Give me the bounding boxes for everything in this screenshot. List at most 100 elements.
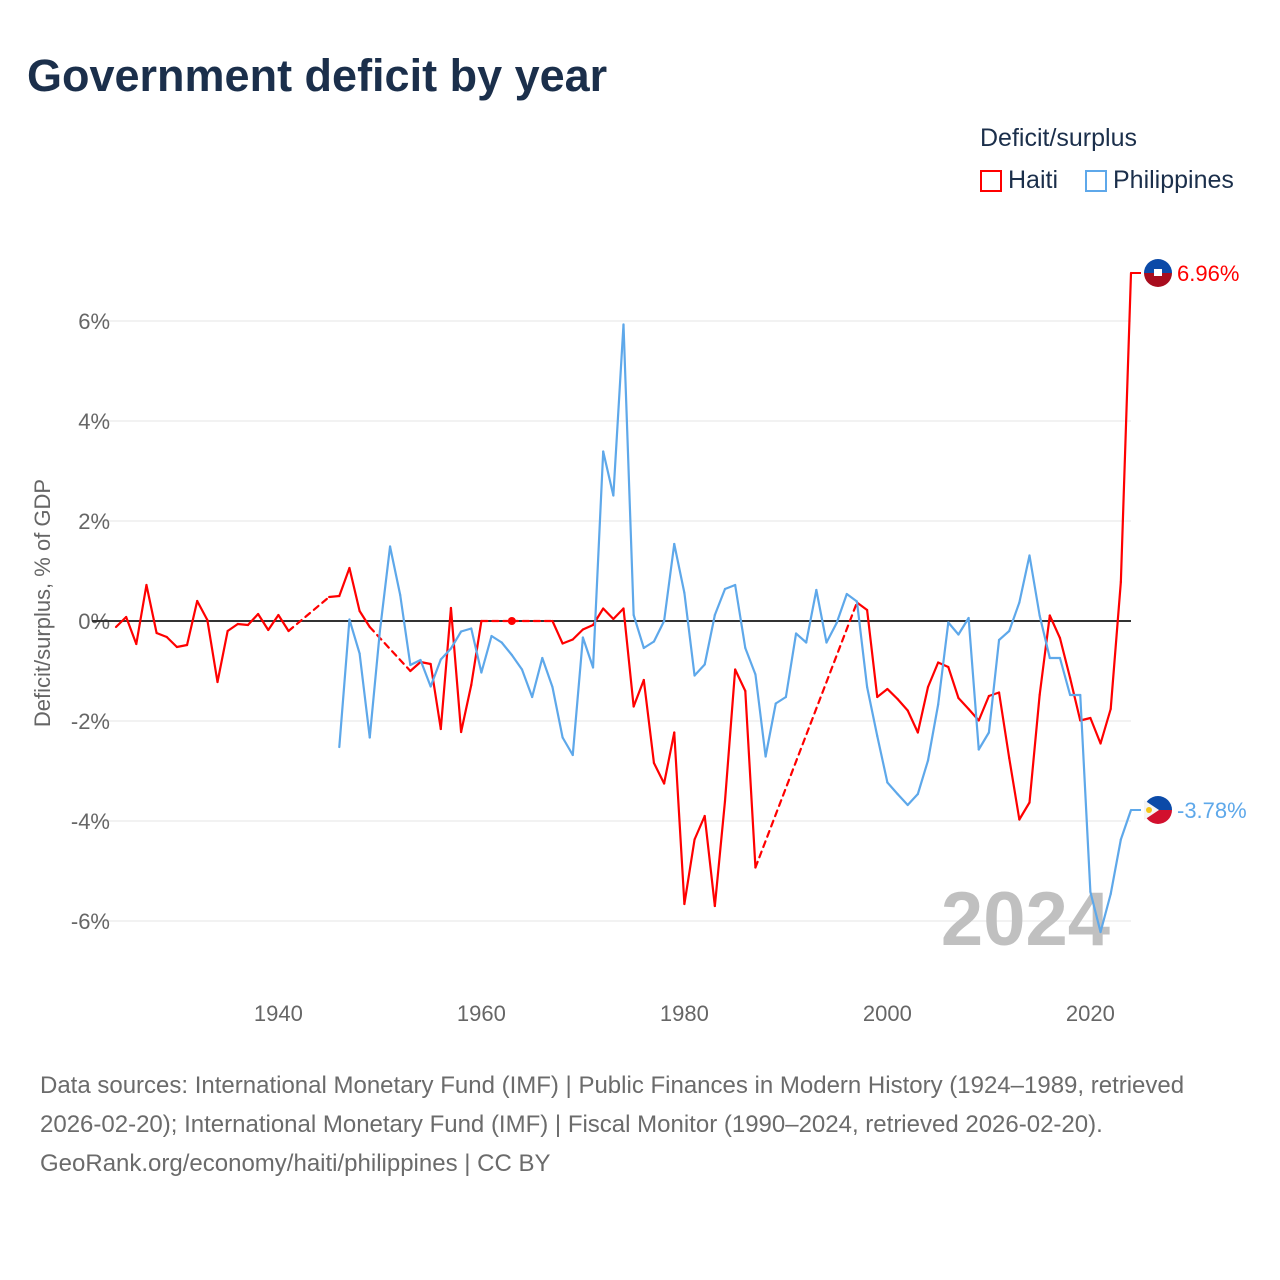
series-segment-philippines xyxy=(490,634,503,644)
series-segment-philippines xyxy=(581,636,595,669)
end-value-label-haiti: 6.96% xyxy=(1177,261,1239,286)
series-segment-haiti xyxy=(216,629,229,684)
series-segment-philippines xyxy=(754,673,767,758)
series-segment-philippines xyxy=(470,627,483,674)
legend-item-haiti[interactable]: Haiti xyxy=(980,166,1058,195)
series-segment-haiti xyxy=(1099,707,1112,745)
x-tick-label: 2000 xyxy=(863,1001,912,1026)
series-segment-philippines xyxy=(723,583,737,591)
series-segment-philippines xyxy=(957,616,970,636)
y-tick-label: -6% xyxy=(71,909,110,934)
series-segment-haiti xyxy=(135,583,148,646)
year-watermark: 2024 xyxy=(941,877,1110,962)
series-segment-haiti xyxy=(642,678,656,765)
series-segment-philippines xyxy=(825,621,838,644)
series-segment-haiti xyxy=(571,628,585,641)
series-segment-haiti xyxy=(602,607,615,621)
series-segment-philippines xyxy=(937,621,950,706)
series-segment-haiti xyxy=(916,685,930,734)
series-segment-haiti xyxy=(551,619,564,645)
series-segment-haiti xyxy=(662,731,676,785)
x-tick-label: 1980 xyxy=(660,1001,709,1026)
legend-title: Deficit/surplus xyxy=(980,124,1137,152)
series-segment-haiti xyxy=(439,606,453,731)
series-segment-philippines xyxy=(571,636,585,757)
series-segment-philippines xyxy=(449,630,463,650)
series-segment-haiti xyxy=(1089,716,1102,745)
series-segment-haiti xyxy=(906,709,919,734)
x-tick-label: 1940 xyxy=(254,1001,303,1026)
credit-link[interactable]: GeoRank.org/economy/haiti/philippines | … xyxy=(40,1150,551,1177)
series-segment-haiti xyxy=(185,599,199,647)
y-tick-label: 2% xyxy=(78,509,110,534)
series-segment-haiti xyxy=(855,601,869,612)
series-segment-haiti xyxy=(1109,580,1122,711)
footer: Data sources: International Monetary Fun… xyxy=(40,1066,1250,1183)
series-segment-haiti xyxy=(287,595,331,633)
series-segment-philippines xyxy=(805,588,818,644)
chart-area: 6%4%2%0%-2%-4%-6%1940 1960 1980 2000 2020Def… xyxy=(30,259,1247,1026)
series-segment-haiti xyxy=(754,601,859,869)
series-segment-philippines xyxy=(409,658,422,667)
series-segment-haiti xyxy=(683,838,696,906)
legend-swatch-philippines xyxy=(1085,169,1107,192)
series-segment-philippines xyxy=(683,591,696,677)
y-tick-label: -2% xyxy=(71,709,110,734)
series-segment-philippines xyxy=(652,619,666,643)
series-segment-philippines xyxy=(734,583,747,650)
series-segment-haiti xyxy=(257,612,270,632)
series-segment-philippines xyxy=(358,652,371,739)
series-segment-philippines xyxy=(1099,892,1112,934)
series-segment-haiti xyxy=(226,622,239,633)
series-segment-haiti xyxy=(206,618,219,684)
series-segment-haiti xyxy=(703,814,716,908)
x-tick-label: 1960 xyxy=(457,1001,506,1026)
series-segment-haiti xyxy=(612,607,625,621)
series-segment-haiti xyxy=(1048,614,1062,640)
series-segment-haiti xyxy=(632,678,645,708)
series-segment-philippines xyxy=(500,641,513,657)
series-segment-philippines xyxy=(1028,554,1041,617)
y-tick-label: 6% xyxy=(78,309,110,334)
series-segment-philippines xyxy=(561,736,574,757)
series-segment-haiti xyxy=(409,660,422,673)
series-segment-philippines xyxy=(926,703,940,762)
series-segment-haiti xyxy=(561,638,574,645)
x-tick-label: 2020 xyxy=(1066,1001,1115,1026)
series-segment-philippines xyxy=(429,658,442,688)
series-segment-haiti xyxy=(155,631,168,639)
series-segment-philippines xyxy=(1079,693,1092,894)
series-segment-philippines xyxy=(531,656,544,699)
series-segment-philippines xyxy=(1018,554,1031,604)
series-segment-philippines xyxy=(480,634,493,674)
series-segment-philippines xyxy=(591,450,605,669)
series-segment-philippines xyxy=(876,734,889,784)
series-segment-haiti xyxy=(734,668,747,693)
legend-item-philippines[interactable]: Philippines xyxy=(1085,166,1234,195)
series-segment-philippines xyxy=(510,653,524,671)
series-segment-haiti xyxy=(744,689,757,869)
series-segment-philippines xyxy=(541,656,554,689)
series-segment-haiti xyxy=(368,625,412,673)
series-segment-philippines xyxy=(622,323,635,617)
series-segment-philippines xyxy=(1008,601,1021,633)
series-segment-haiti xyxy=(358,609,371,629)
series-segment-haiti xyxy=(145,583,158,635)
series-segment-haiti xyxy=(693,814,706,841)
series-segment-haiti xyxy=(338,566,351,598)
series-segment-haiti xyxy=(175,643,189,649)
series-segment-haiti xyxy=(165,635,178,649)
series-segment-philippines xyxy=(845,592,859,603)
series-segment-haiti xyxy=(622,607,635,708)
series-segment-haiti xyxy=(196,599,209,622)
legend-label-haiti: Haiti xyxy=(1008,166,1059,194)
series-segment-philippines xyxy=(977,731,991,751)
series-segment-haiti xyxy=(1068,676,1082,722)
series-segment-philippines xyxy=(551,685,564,739)
series-segment-philippines xyxy=(764,702,777,758)
y-tick-label: 4% xyxy=(78,409,110,434)
series-segment-philippines xyxy=(774,695,788,705)
data-sources: Data sources: International Monetary Fun… xyxy=(40,1072,1185,1138)
y-tick-label: -4% xyxy=(71,809,110,834)
series-segment-philippines xyxy=(348,618,361,655)
